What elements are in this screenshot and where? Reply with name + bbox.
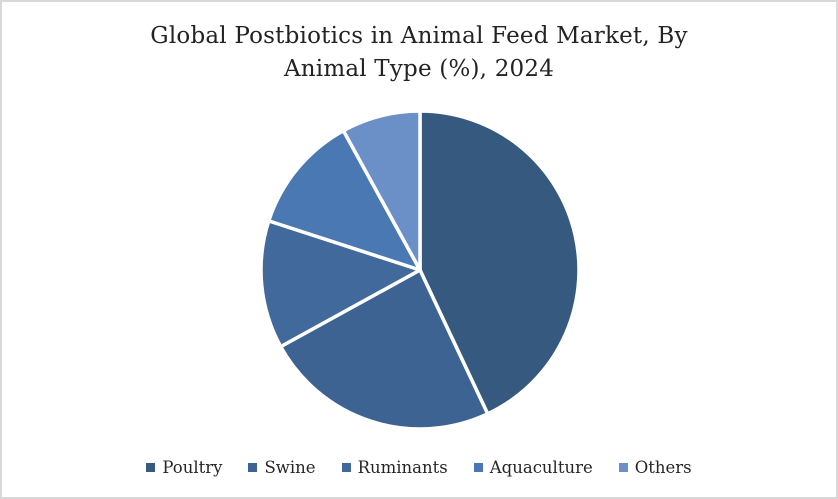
legend-swatch-swine bbox=[248, 463, 258, 472]
pie-slice-ruminants bbox=[259, 219, 422, 349]
pie-slice-swine bbox=[278, 268, 490, 431]
legend-label-poultry: Poultry bbox=[162, 458, 223, 477]
legend-item-poultry: Poultry bbox=[146, 458, 222, 477]
legend-swatch-aquaculture bbox=[473, 463, 483, 472]
legend-item-others: Others bbox=[618, 458, 692, 477]
chart-title-line1: Global Postbiotics in Animal Feed Market… bbox=[150, 23, 688, 49]
legend-item-ruminants: Ruminants bbox=[341, 458, 448, 477]
legend-item-swine: Swine bbox=[248, 458, 316, 477]
legend-item-aquaculture: Aquaculture bbox=[473, 458, 593, 477]
pie-slice-poultry bbox=[418, 109, 581, 416]
legend-label-ruminants: Ruminants bbox=[357, 458, 448, 477]
legend-label-swine: Swine bbox=[264, 458, 316, 477]
chart-legend: Poultry Swine Ruminants Aquaculture Others bbox=[2, 458, 836, 477]
chart-title: Global Postbiotics in Animal Feed Market… bbox=[2, 20, 836, 86]
legend-label-aquaculture: Aquaculture bbox=[489, 458, 593, 477]
legend-swatch-ruminants bbox=[341, 463, 351, 472]
legend-label-others: Others bbox=[634, 458, 692, 477]
chart-title-line2: Animal Type (%), 2024 bbox=[283, 56, 555, 82]
pie-slice-aquaculture bbox=[267, 128, 422, 272]
legend-swatch-others bbox=[618, 463, 628, 472]
pie-slice-others bbox=[341, 109, 422, 272]
legend-swatch-poultry bbox=[146, 463, 156, 472]
